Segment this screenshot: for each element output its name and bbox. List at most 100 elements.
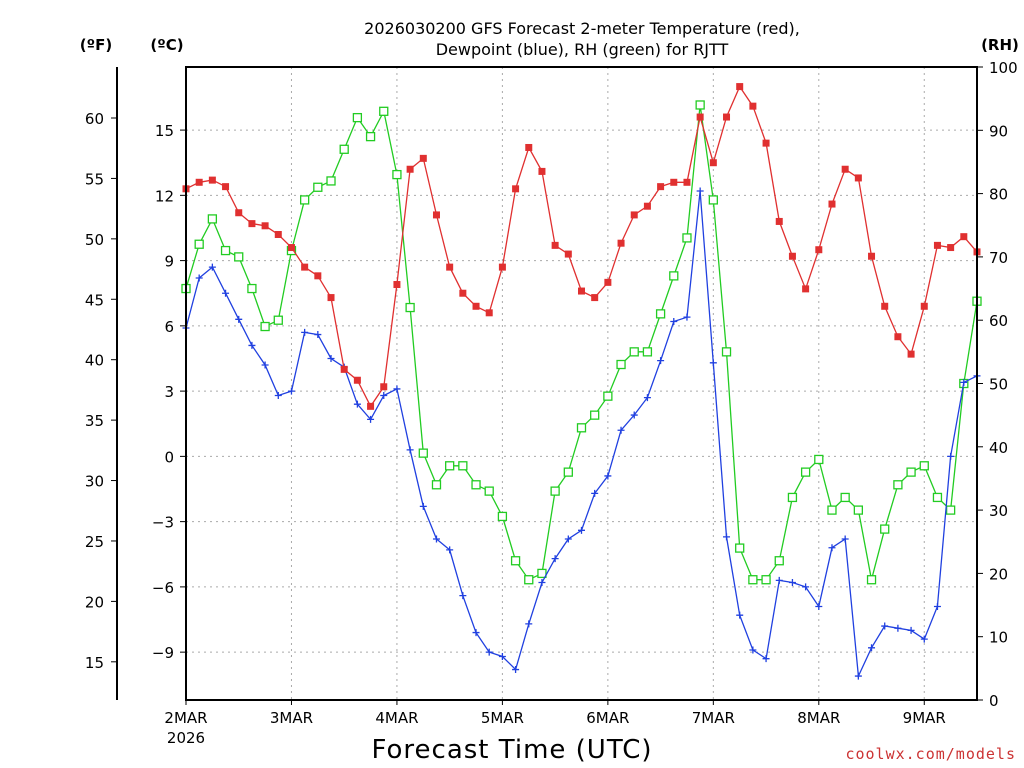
rh-point <box>919 461 929 471</box>
celsius-tick-label: 6 <box>164 318 174 336</box>
rh-tick-label: 70 <box>989 249 1008 267</box>
rh-point <box>299 195 310 205</box>
dewpoint-point <box>788 579 796 587</box>
rh-point <box>800 467 811 477</box>
temperature-point <box>498 263 506 271</box>
temperature-point <box>525 143 533 151</box>
rh-point <box>603 391 613 401</box>
rh-tick-label: 100 <box>989 59 1018 77</box>
fahrenheit-tick-label: 50 <box>85 231 104 249</box>
rh-point <box>853 505 863 515</box>
temperature-point <box>723 113 731 121</box>
temperature-point <box>367 402 375 410</box>
rh-tick-label: 60 <box>989 312 1008 330</box>
dewpoint-point <box>670 318 678 326</box>
dewpoint-point <box>432 535 440 543</box>
rh-point <box>893 480 903 490</box>
dewpoint-point <box>472 629 480 637</box>
x-tick-label: 5MAR <box>481 709 524 727</box>
temperature-point <box>683 178 691 186</box>
temperature-point <box>287 244 295 252</box>
rh-point <box>339 144 349 154</box>
temperature-point <box>933 241 941 249</box>
x-tick-label: 4MAR <box>375 709 418 727</box>
rh-point <box>445 461 455 471</box>
x-tick-label: 6MAR <box>586 709 629 727</box>
chart-title-line2: Dewpoint (blue), RH (green) for RJTT <box>436 40 729 59</box>
temperature-point <box>248 220 256 228</box>
temperature-point <box>841 165 849 173</box>
dewpoint-point <box>512 666 520 674</box>
rh-point <box>352 112 363 123</box>
temperature-point <box>261 222 269 230</box>
temperature-point <box>775 217 783 225</box>
dewpoint-point <box>854 672 862 680</box>
fahrenheit-tick-label: 25 <box>85 533 104 551</box>
x-axis-label: Forecast Time (UTC) <box>371 735 652 765</box>
rh-point <box>642 347 653 357</box>
series-rh <box>181 100 982 585</box>
dewpoint-point <box>367 415 375 423</box>
temperature-point <box>235 209 243 217</box>
temperature-point <box>788 252 796 260</box>
temperature-point <box>419 154 427 162</box>
rh-point <box>655 309 666 319</box>
x-tick-label: 7MAR <box>692 709 735 727</box>
dewpoint-point <box>947 452 955 460</box>
rh-point <box>260 321 270 332</box>
rh-point <box>932 492 943 503</box>
rh-point <box>497 511 508 522</box>
rh-point <box>207 214 218 224</box>
celsius-tick-label: 12 <box>155 187 174 205</box>
rh-point <box>590 410 600 420</box>
fahrenheit-unit-label: (ºF) <box>80 36 112 54</box>
celsius-tick-label: 0 <box>164 448 174 466</box>
dewpoint-point <box>802 583 810 591</box>
dewpoint-point <box>419 502 427 510</box>
celsius-unit-label: (ºC) <box>150 36 183 54</box>
rh-tick-label: 0 <box>989 692 999 710</box>
rh-point <box>418 448 428 458</box>
dewpoint-point <box>591 489 599 497</box>
temperature-point <box>604 278 612 286</box>
temperature-point <box>380 383 388 391</box>
temperature-point <box>551 241 559 249</box>
rh-point <box>735 543 745 553</box>
rh-tick-label: 80 <box>989 186 1008 204</box>
rh-tick-label: 20 <box>989 565 1008 583</box>
temperature-point <box>485 309 493 317</box>
temperature-point <box>578 287 585 295</box>
celsius-tick-label: −3 <box>152 514 174 532</box>
series-dewpoint <box>182 187 981 680</box>
celsius-tick-label: −9 <box>152 644 174 662</box>
temperature-point <box>749 102 757 110</box>
temperature-point <box>432 211 440 219</box>
rh-point <box>827 505 837 515</box>
dewpoint-point <box>327 354 335 362</box>
temperature-point <box>208 176 216 184</box>
temperature-point <box>630 211 638 219</box>
dewpoint-point <box>353 400 361 408</box>
temperature-point <box>353 376 361 384</box>
temperature-point <box>736 83 744 91</box>
rh-point <box>748 575 758 585</box>
chart-title-line1: 2026030200 GFS Forecast 2-meter Temperat… <box>364 19 800 38</box>
rh-point <box>458 461 468 471</box>
rh-unit-label: (RH) <box>981 36 1019 54</box>
fahrenheit-tick-label: 60 <box>85 110 104 128</box>
celsius-tick-label: 15 <box>155 122 174 140</box>
dewpoint-point <box>261 361 269 369</box>
temperature-point <box>920 302 928 310</box>
dewpoint-point <box>749 646 757 654</box>
x-tick-label: 2MAR <box>164 709 207 727</box>
rh-tick-label: 40 <box>989 439 1008 457</box>
temperature-point <box>512 185 520 193</box>
temperature-point <box>868 252 876 260</box>
rh-point <box>563 467 573 477</box>
temperature-point <box>947 244 955 252</box>
rh-point <box>431 480 442 490</box>
temperature-point <box>340 365 348 373</box>
series-temperature <box>182 83 981 410</box>
rh-point <box>471 480 481 490</box>
